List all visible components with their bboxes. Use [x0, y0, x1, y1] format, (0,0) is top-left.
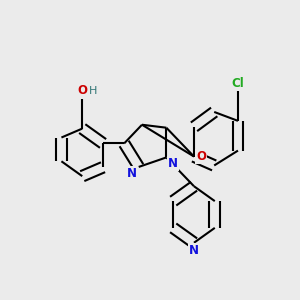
Text: O: O — [77, 84, 87, 98]
Text: N: N — [168, 158, 178, 170]
Text: N: N — [127, 167, 137, 180]
Text: H: H — [88, 86, 97, 96]
Text: Cl: Cl — [232, 77, 244, 90]
Text: N: N — [189, 244, 199, 257]
Text: O: O — [196, 150, 206, 163]
